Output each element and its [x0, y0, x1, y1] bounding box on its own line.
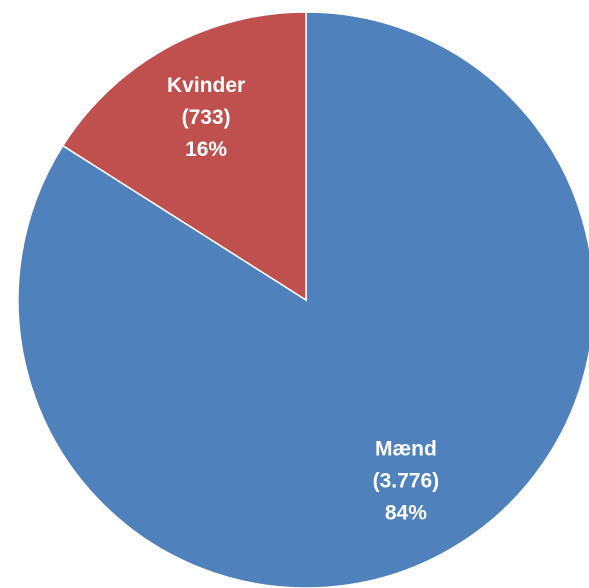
count-label: (3.776)	[373, 469, 440, 492]
pie-slice	[17, 11, 589, 588]
slice-label: Mænd	[375, 437, 437, 460]
pie-slice	[61, 11, 307, 302]
value-label: 84%	[385, 501, 427, 524]
count-label: (733)	[182, 106, 231, 129]
value-label: 16%	[185, 138, 227, 161]
slice-label: Kvinder	[167, 74, 245, 97]
